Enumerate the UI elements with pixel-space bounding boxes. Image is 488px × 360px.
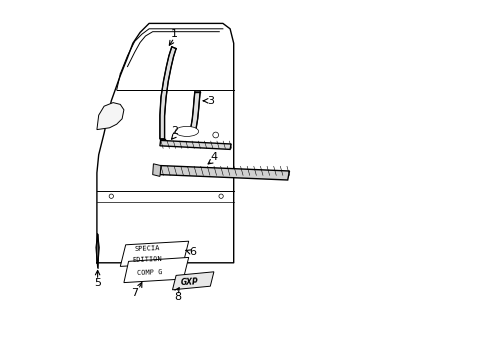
Text: 3: 3 xyxy=(206,96,213,106)
Polygon shape xyxy=(120,241,188,266)
Polygon shape xyxy=(152,164,161,176)
Polygon shape xyxy=(172,272,213,290)
Text: GXP: GXP xyxy=(180,278,198,287)
Polygon shape xyxy=(97,103,123,130)
Text: 4: 4 xyxy=(210,152,217,162)
Text: 1: 1 xyxy=(170,29,178,39)
Text: 7: 7 xyxy=(131,288,138,298)
Circle shape xyxy=(212,132,218,138)
Polygon shape xyxy=(123,257,188,283)
Text: 5: 5 xyxy=(94,278,102,288)
Text: COMP G: COMP G xyxy=(137,269,162,276)
Text: EDITION: EDITION xyxy=(132,256,163,264)
Text: 8: 8 xyxy=(174,292,181,302)
Polygon shape xyxy=(160,166,289,180)
Polygon shape xyxy=(160,140,231,149)
Polygon shape xyxy=(190,92,200,130)
Text: 6: 6 xyxy=(188,247,195,257)
Ellipse shape xyxy=(175,126,198,136)
Circle shape xyxy=(219,194,223,198)
Text: 2: 2 xyxy=(170,126,178,136)
Circle shape xyxy=(109,194,113,198)
Polygon shape xyxy=(160,47,176,139)
Text: SPECIA: SPECIA xyxy=(135,245,160,252)
